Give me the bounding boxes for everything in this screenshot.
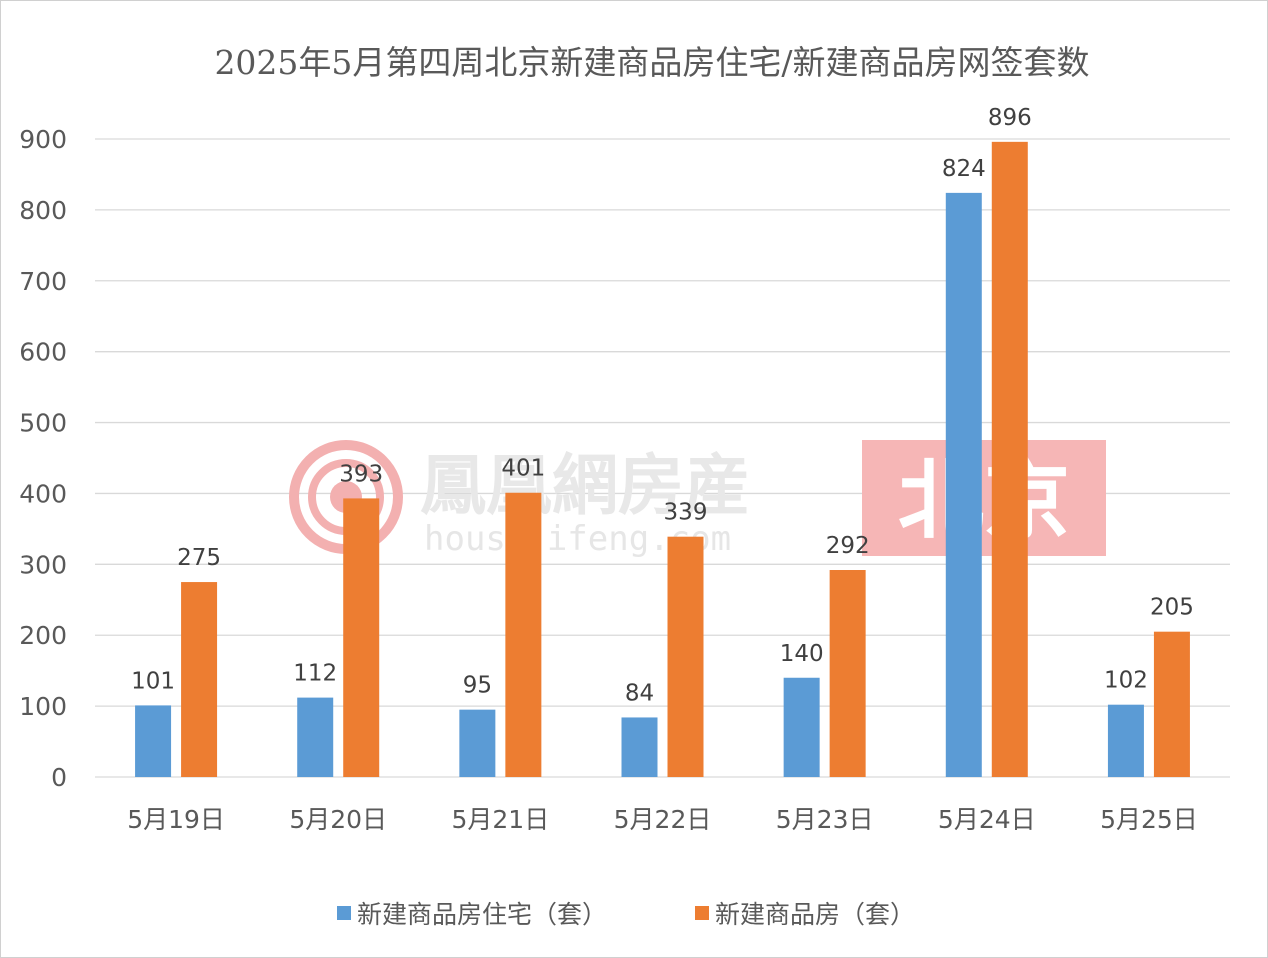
- data-label: 102: [1104, 668, 1148, 694]
- data-label: 896: [988, 105, 1032, 131]
- data-label: 292: [826, 533, 870, 559]
- legend-label-commercial: 新建商品房（套）: [715, 900, 915, 929]
- y-tick-label: 300: [19, 550, 67, 579]
- x-tick-label: 5月19日: [127, 805, 225, 834]
- y-axis-ticks: 0 100 200 300 400 500 600 700 800 900: [19, 125, 67, 792]
- legend-label-residential: 新建商品房住宅（套）: [357, 900, 607, 929]
- y-tick-label: 400: [19, 479, 67, 508]
- data-label: 339: [664, 500, 708, 526]
- bar-residential: [297, 697, 334, 777]
- data-label: 824: [942, 156, 986, 182]
- data-label: 205: [1150, 595, 1194, 621]
- x-tick-label: 5月24日: [938, 805, 1036, 834]
- data-label: 140: [780, 641, 824, 667]
- bars: [135, 141, 1190, 777]
- data-label: 401: [501, 456, 545, 482]
- y-tick-label: 600: [19, 338, 67, 367]
- x-tick-label: 5月25日: [1100, 805, 1198, 834]
- watermark-city: 北京: [898, 450, 1070, 551]
- bar-commercial: [991, 141, 1028, 777]
- data-label: 393: [339, 461, 383, 487]
- data-label: 112: [293, 661, 337, 687]
- bar-residential: [621, 717, 658, 777]
- y-tick-label: 200: [19, 621, 67, 650]
- bar-commercial: [1153, 631, 1190, 777]
- x-tick-label: 5月21日: [451, 805, 549, 834]
- y-tick-label: 800: [19, 196, 67, 225]
- data-label: 95: [463, 673, 492, 699]
- legend-swatch-residential: [337, 906, 351, 920]
- chart-title: 2025年5月第四周北京新建商品房住宅/新建商品房网签套数: [214, 43, 1089, 82]
- bar-residential: [945, 192, 982, 777]
- x-tick-label: 5月20日: [289, 805, 387, 834]
- bar-commercial: [667, 536, 704, 777]
- y-tick-label: 500: [19, 409, 67, 438]
- x-tick-label: 5月22日: [614, 805, 712, 834]
- y-tick-label: 0: [51, 763, 67, 792]
- data-label: 101: [131, 668, 175, 694]
- y-tick-label: 100: [19, 692, 67, 721]
- legend-swatch-commercial: [695, 906, 709, 920]
- bar-commercial: [505, 492, 542, 777]
- x-tick-label: 5月23日: [776, 805, 874, 834]
- bar-commercial: [829, 570, 866, 777]
- watermark-city-badge: [862, 440, 1106, 556]
- bar-residential: [135, 705, 172, 777]
- bar-residential: [1107, 704, 1144, 777]
- legend: 新建商品房住宅（套） 新建商品房（套）: [337, 900, 915, 929]
- bar-commercial: [181, 582, 218, 777]
- bar-residential: [459, 709, 496, 777]
- watermark-brand: 鳳凰網房産: [420, 446, 750, 524]
- bar-commercial: [343, 498, 380, 777]
- y-tick-label: 700: [19, 267, 67, 296]
- x-axis-ticks: 5月19日 5月20日 5月21日 5月22日 5月23日 5月24日 5月25日: [127, 805, 1198, 834]
- bar-residential: [783, 677, 820, 777]
- y-tick-label: 900: [19, 125, 67, 154]
- data-label: 84: [625, 680, 654, 706]
- data-label: 275: [177, 545, 221, 571]
